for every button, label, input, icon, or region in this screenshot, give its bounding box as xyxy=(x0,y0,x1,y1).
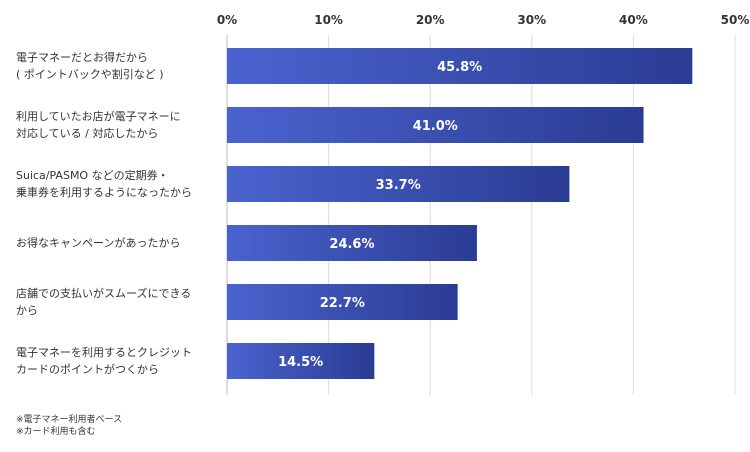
x-tick-label: 50% xyxy=(721,13,750,27)
x-tick-label: 10% xyxy=(314,13,343,27)
bar xyxy=(227,48,693,84)
category-label: 電子マネーだとお得だから ( ポイントバックや割引など ) xyxy=(16,51,164,81)
bar-value-label: 41.0% xyxy=(413,119,458,134)
footnote: ※電子マネー利用者ベース xyxy=(16,415,123,425)
bar xyxy=(227,107,644,143)
bar xyxy=(227,225,477,261)
bar-value-label: 33.7% xyxy=(376,178,421,193)
x-tick-label: 30% xyxy=(517,13,546,27)
x-tick-label: 40% xyxy=(619,13,648,27)
bar-value-label: 22.7% xyxy=(320,296,365,311)
bar-value-label: 14.5% xyxy=(278,355,323,370)
x-tick-label: 0% xyxy=(217,13,237,27)
x-tick-label: 20% xyxy=(416,13,445,27)
category-label: 利用していたお店が電子マネーに 対応している / 対応したから xyxy=(16,110,181,140)
footnote: ※カード利用も含む xyxy=(16,427,96,437)
bar xyxy=(227,284,458,320)
bar xyxy=(227,343,375,379)
bar-value-label: 24.6% xyxy=(329,237,374,252)
category-label: Suica/PASMO などの定期券・ 乗車券を利用するようになったから xyxy=(16,169,192,199)
bar xyxy=(227,166,570,202)
category-label: 電子マネーを利用するとクレジット カードのポイントがつくから xyxy=(16,346,192,376)
category-label: お得なキャンペーンがあったから xyxy=(16,236,181,250)
category-label: 店舗での支払いがスムーズにできる から xyxy=(16,287,192,317)
bar-value-label: 45.8% xyxy=(437,60,482,75)
